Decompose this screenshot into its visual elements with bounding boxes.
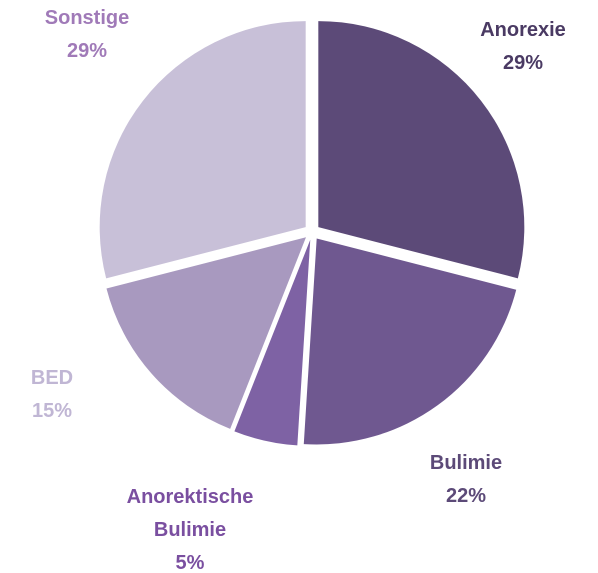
value-label: 29%: [502, 52, 544, 74]
pie-slice: [303, 238, 517, 445]
slice-label: Anorexie 29%: [428, 14, 598, 80]
value-label: 15%: [31, 400, 73, 422]
value-label: 5%: [175, 552, 205, 573]
pie-slice: [99, 21, 306, 279]
value-label: 22%: [445, 485, 487, 507]
category-label: Bulimie: [429, 452, 503, 474]
category-label: Sonstige: [44, 7, 130, 29]
category-label: Anorektische Bulimie: [126, 486, 254, 541]
category-label: BED: [30, 367, 74, 389]
pie-slice: [234, 239, 311, 446]
pie-slice: [318, 21, 525, 279]
category-label: Anorexie: [480, 19, 566, 41]
slice-label: Sonstige 29%: [0, 2, 182, 68]
slice-label: Anorektische Bulimie 5%: [110, 481, 270, 573]
slice-label: BED 15%: [0, 362, 147, 428]
slice-label: Bulimie 22%: [371, 447, 561, 513]
value-label: 29%: [66, 40, 108, 62]
pie-slice: [106, 237, 306, 429]
